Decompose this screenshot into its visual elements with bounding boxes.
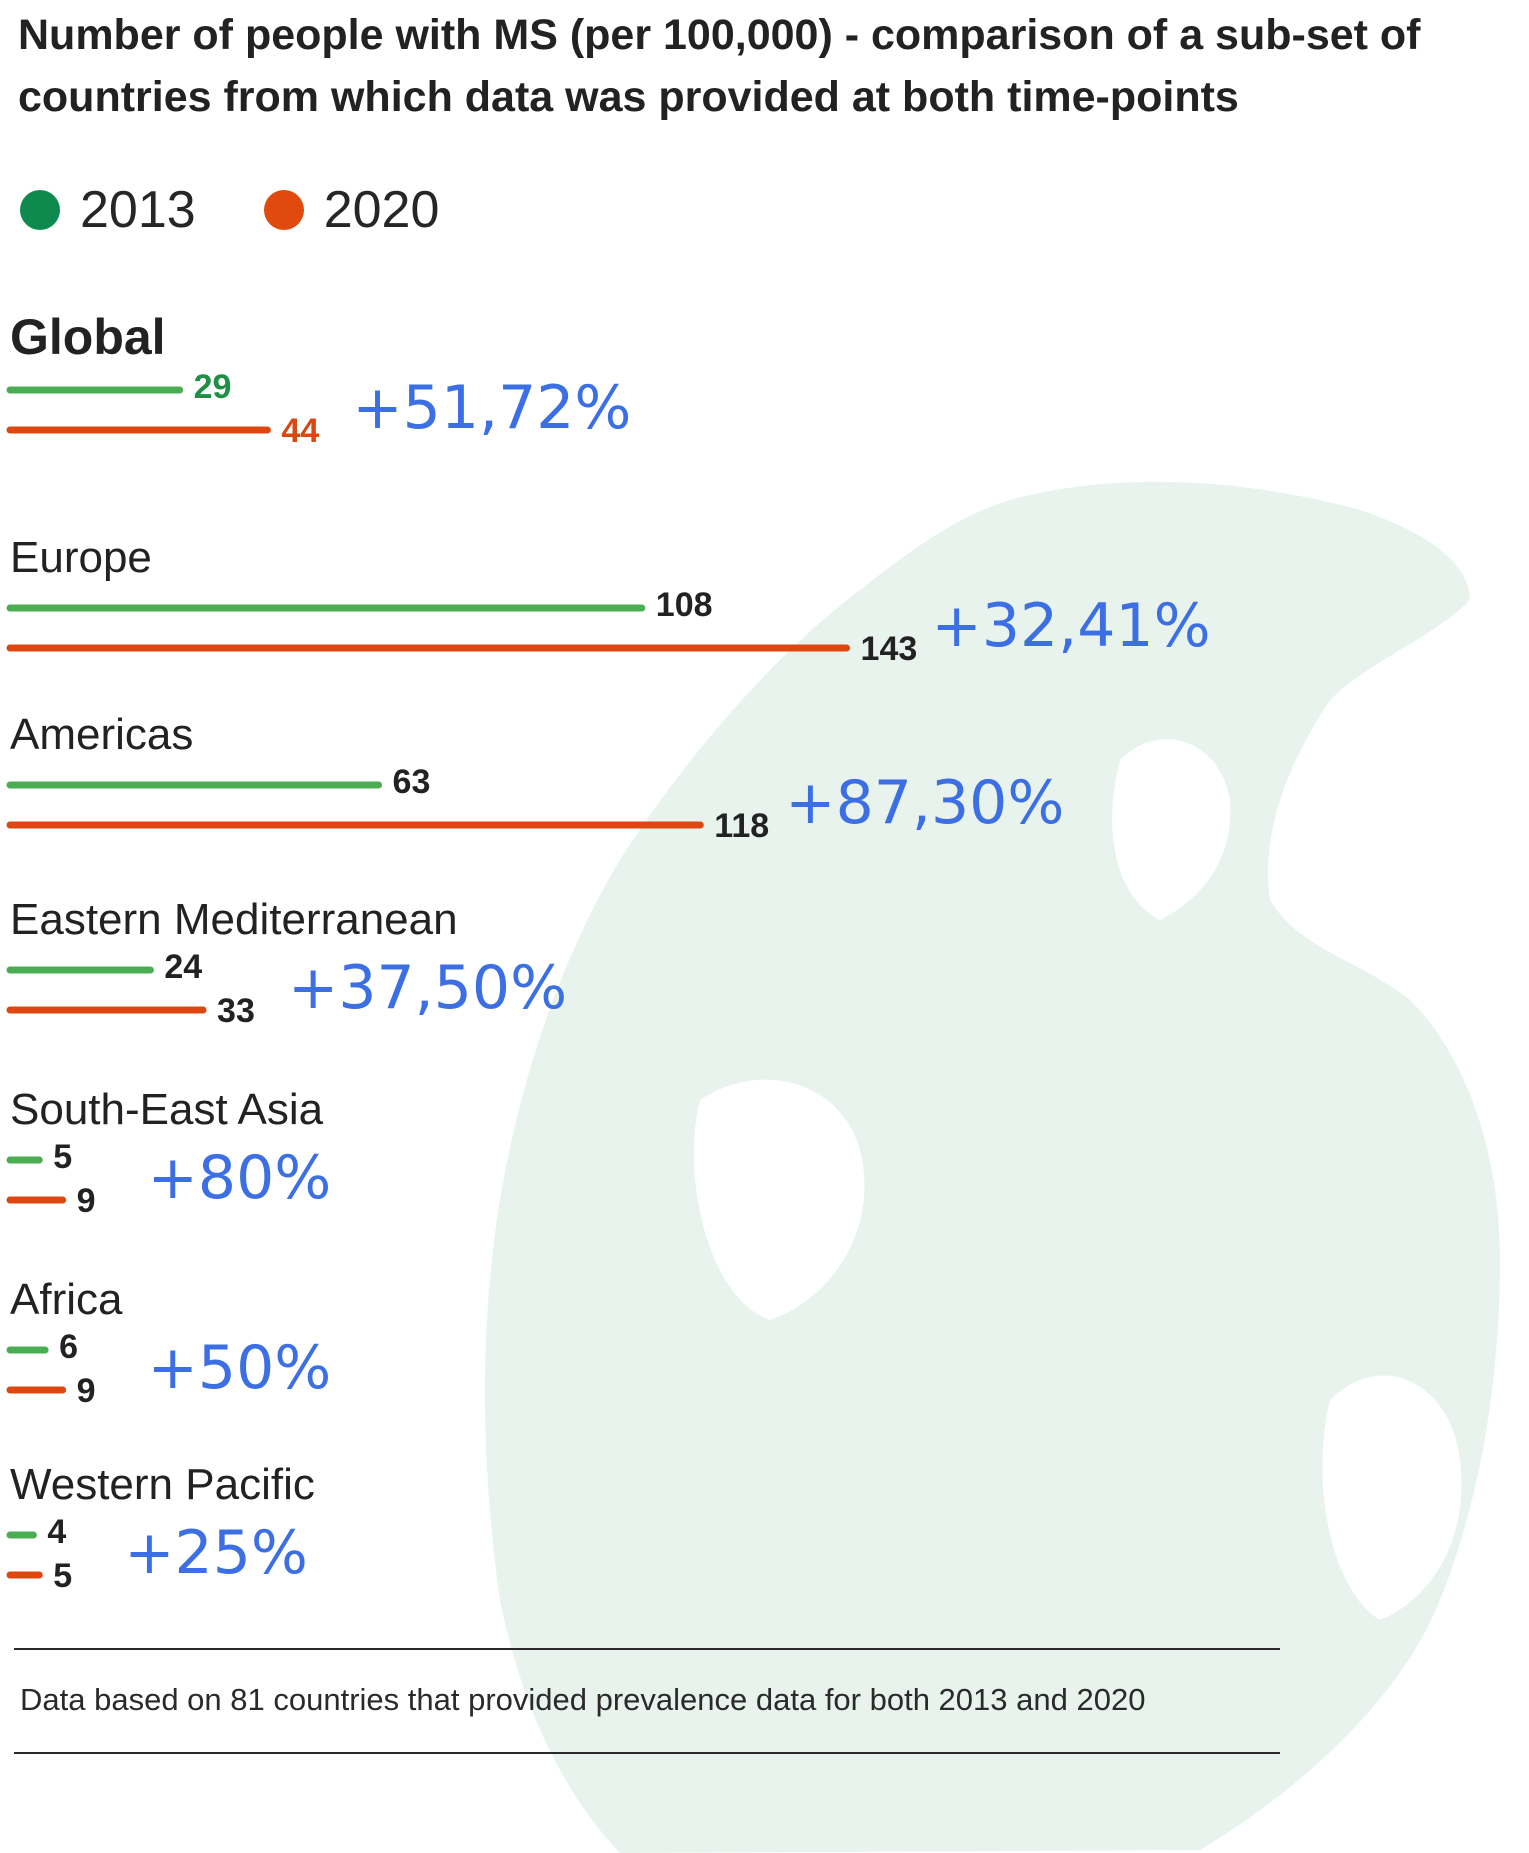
value-label-2013-south-east-asia: 5 (53, 1138, 72, 1176)
legend-item-2020: 2020 (263, 180, 440, 240)
value-label-2020-europe: 143 (861, 630, 918, 668)
change-label-south-east-asia: +80% (148, 1143, 332, 1213)
value-label-2013-global: 29 (194, 368, 232, 406)
legend-label-2013: 2013 (80, 181, 196, 239)
change-label-western-pacific: +25% (124, 1518, 308, 1588)
bar-chart: Global 29 44 +51,72% Europe 108 143 +32,41% Amer… (6, 309, 1211, 1595)
footnote: Data based on 81 countries that provided… (20, 1682, 1146, 1717)
value-label-2013-africa: 6 (59, 1328, 78, 1366)
change-label-global: +51,72% (352, 373, 631, 443)
footer-top-rule (14, 1648, 1280, 1650)
category-label-europe: Europe (10, 533, 152, 582)
change-label-eastern-mediterranean: +37,50% (288, 953, 567, 1023)
value-label-2013-western-pacific: 4 (47, 1513, 66, 1551)
legend-dot-2013 (20, 190, 60, 230)
value-label-2020-global: 44 (281, 412, 319, 450)
category-label-south-east-asia: South-East Asia (10, 1085, 324, 1134)
category-label-africa: Africa (10, 1275, 123, 1324)
value-label-2013-americas: 63 (393, 763, 431, 801)
value-label-2020-africa: 9 (77, 1372, 96, 1410)
legend-label-2020: 2020 (323, 181, 440, 239)
legend-dot-2020 (263, 190, 304, 230)
value-label-2020-south-east-asia: 9 (77, 1182, 96, 1220)
category-label-americas: Americas (10, 710, 193, 759)
legend-item-2013: 2013 (20, 180, 196, 240)
change-label-americas: +87,30% (785, 768, 1064, 838)
value-label-2013-europe: 108 (656, 586, 713, 624)
value-label-2020-americas: 118 (714, 807, 769, 845)
value-label-2020-western-pacific: 5 (53, 1557, 72, 1595)
chart-title: Number of people with MS (per 100,000) -… (18, 11, 1421, 121)
category-label-eastern-mediterranean: Eastern Mediterranean (10, 895, 458, 944)
legend: 2013 2020 (20, 180, 507, 240)
value-label-2020-eastern-mediterranean: 33 (217, 992, 255, 1030)
change-label-africa: +50% (148, 1333, 332, 1403)
category-label-global: Global (10, 309, 166, 365)
change-label-europe: +32,41% (932, 591, 1211, 661)
category-label-western-pacific: Western Pacific (10, 1460, 315, 1509)
value-label-2013-eastern-mediterranean: 24 (164, 948, 202, 986)
footer-bottom-rule (14, 1752, 1280, 1754)
